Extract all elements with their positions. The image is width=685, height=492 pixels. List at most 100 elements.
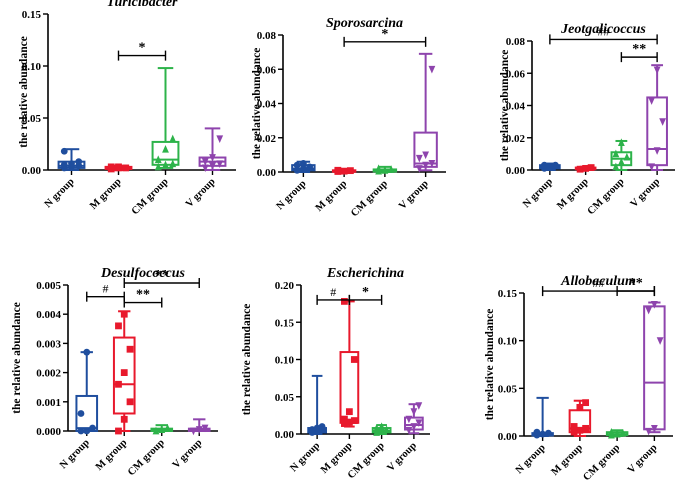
data-point — [169, 134, 177, 143]
panel-desulfococcus: Desulfococcus the relative abundance 0.000… — [11, 266, 218, 478]
data-point — [582, 424, 590, 432]
box-cm-group — [610, 138, 633, 171]
data-point — [341, 415, 348, 423]
y-tick-label: 0.04 — [257, 99, 277, 111]
data-point — [570, 423, 578, 430]
data-point — [162, 145, 169, 153]
data-point — [107, 163, 115, 171]
data-point — [201, 424, 209, 433]
box-iqr — [643, 305, 666, 431]
significance-label: ** — [155, 268, 169, 283]
panel-turicibacter: Turicibacter the relative abundance 0.00 0.… — [18, 0, 236, 217]
data-point — [154, 162, 162, 171]
data-point — [582, 164, 590, 172]
data-point — [653, 66, 661, 75]
data-point — [299, 165, 307, 172]
x-tick-label: M group — [88, 176, 124, 212]
data-point — [216, 135, 224, 143]
data-point — [551, 161, 559, 169]
box-m-group — [331, 166, 357, 175]
y-tick-label: 0.20 — [275, 280, 295, 292]
data-point — [77, 427, 85, 435]
box-cm-group — [605, 427, 629, 439]
x-tick-label: N group — [43, 176, 77, 210]
data-point — [209, 162, 216, 171]
y-tick-label: 0.06 — [257, 64, 277, 76]
y-tick-label: 0.05 — [275, 392, 295, 404]
box-v-group — [413, 52, 438, 173]
x-tick-label: V group — [626, 442, 660, 476]
box-n-group — [531, 396, 554, 439]
y-tick-label: 0.004 — [36, 309, 61, 321]
data-point — [350, 356, 358, 363]
data-point — [617, 157, 625, 166]
y-tick-label: 0.00 — [506, 165, 526, 177]
x-tick-label: CM group — [586, 176, 627, 217]
data-point — [415, 154, 423, 163]
data-point — [115, 380, 122, 388]
y-axis-label: the relative abundance — [251, 48, 263, 160]
data-point — [613, 429, 621, 438]
data-point — [587, 164, 595, 171]
data-point — [656, 337, 664, 345]
data-point — [201, 158, 209, 166]
data-point — [405, 426, 413, 435]
x-tick-label: V group — [184, 176, 218, 210]
data-point — [648, 97, 656, 105]
significance-label: * — [381, 27, 388, 42]
data-point — [405, 415, 413, 424]
x-tick-label: V group — [385, 440, 419, 474]
data-point — [345, 408, 353, 416]
chart-title: Turicibacter — [106, 0, 178, 10]
data-point — [582, 399, 590, 407]
data-point — [422, 161, 430, 170]
data-point — [607, 427, 615, 436]
data-point — [120, 310, 128, 318]
data-point — [387, 165, 395, 173]
data-point — [383, 425, 390, 433]
data-point — [152, 426, 160, 435]
box-iqr — [646, 96, 668, 167]
data-point — [617, 138, 625, 146]
data-point — [428, 65, 436, 74]
data-point — [120, 369, 128, 376]
y-tick-label: 0.00 — [498, 431, 518, 443]
significance-label: # — [330, 285, 336, 299]
box-cm-group — [150, 423, 174, 435]
data-point — [576, 426, 584, 434]
x-tick-label: V group — [397, 178, 431, 212]
y-tick-label: 0.08 — [506, 36, 526, 48]
data-point — [619, 428, 627, 437]
y-tick-label: 0.000 — [36, 426, 61, 438]
y-tick-label: 0.005 — [36, 280, 61, 292]
data-point — [89, 424, 96, 432]
data-point — [115, 427, 122, 435]
data-point — [340, 167, 348, 175]
x-tick-label: N group — [521, 176, 555, 210]
x-tick-label: N group — [288, 440, 322, 474]
chart-title: Desulfococcus — [100, 266, 186, 281]
data-point — [428, 160, 436, 168]
data-point — [378, 426, 386, 435]
y-tick-label: 0.15 — [275, 317, 295, 329]
data-point — [154, 155, 162, 163]
data-point — [77, 410, 85, 417]
significance-label: * — [139, 41, 146, 56]
box-m-group — [568, 399, 592, 437]
panel-sporosarcina: Sporosarcina the relative abundance 0.00 0.… — [251, 16, 446, 219]
x-tick-label: M group — [550, 442, 586, 478]
data-point — [120, 415, 128, 423]
data-point — [60, 161, 68, 169]
data-point — [122, 164, 130, 172]
box-n-group — [539, 161, 561, 172]
panel-escherichina: Escherichina the relative abundance 0.00 0.… — [241, 266, 430, 481]
y-tick-label: 0.05 — [498, 383, 518, 395]
data-point — [410, 423, 418, 431]
box-v-group — [198, 127, 227, 173]
y-axis-label: the relative abundance — [241, 304, 253, 416]
data-point — [299, 160, 307, 167]
significance-label: ** — [629, 276, 643, 291]
data-point — [650, 301, 658, 309]
data-point — [648, 163, 656, 171]
data-point — [341, 420, 348, 427]
